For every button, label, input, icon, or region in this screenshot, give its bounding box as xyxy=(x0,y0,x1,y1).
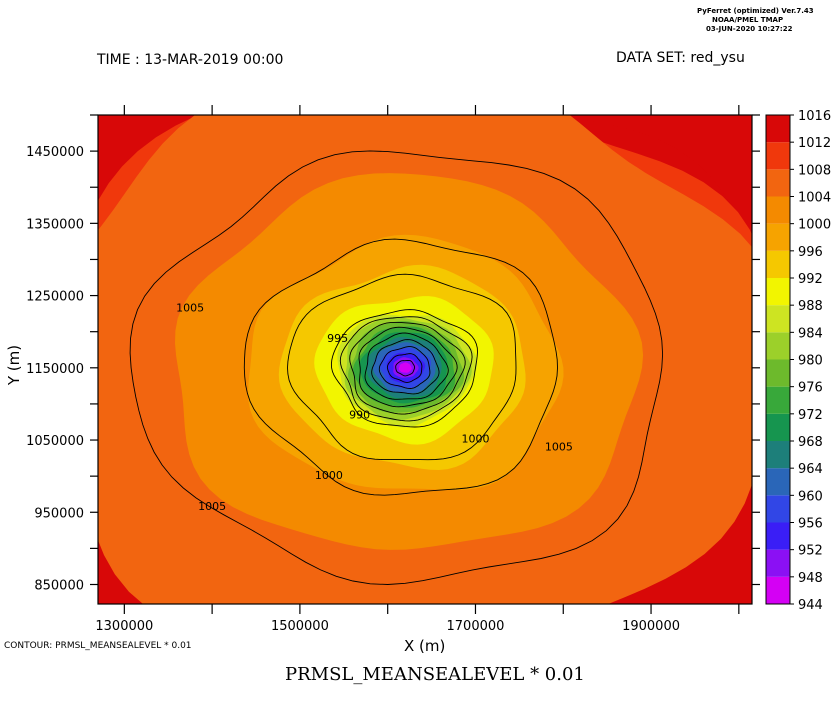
colorbar: 944 948 952 956 960 964 968 972 976 980 984 988 992 9… xyxy=(765,109,831,613)
y-axis-label: Y (m) xyxy=(5,344,23,386)
colorbar-swatch-944 xyxy=(766,576,790,604)
colorbar-label: 996 xyxy=(798,245,823,260)
x-axis-label: X (m) xyxy=(404,637,446,655)
colorbar-label: 964 xyxy=(798,462,823,477)
time-label: TIME : 13-MAR-2019 00:00 xyxy=(97,52,284,68)
contour-label: 1000 xyxy=(461,432,489,445)
plot-frame xyxy=(97,114,753,605)
contour-labels: 1005 1005 1005 1000 1000 995 990 xyxy=(176,302,573,514)
colorbar-label: 984 xyxy=(798,326,823,341)
colorbar-label: 1012 xyxy=(798,136,831,151)
colorbar-swatch-980 xyxy=(766,332,790,360)
chart-title: PRMSL_MEANSEALEVEL * 0.01 xyxy=(285,664,585,685)
x-tick-label: 1900000 xyxy=(622,619,680,634)
contour-label: 1005 xyxy=(176,302,204,315)
contour-975 xyxy=(358,326,458,408)
contour-lines xyxy=(129,150,664,585)
contour-label: 1000 xyxy=(315,469,343,482)
contour-970 xyxy=(364,332,449,400)
contour-990 xyxy=(330,309,478,428)
colorbar-swatch-972 xyxy=(766,386,790,414)
y-tick-label: 1350000 xyxy=(26,217,84,232)
contour-965 xyxy=(371,339,440,395)
colorbar-swatch-988 xyxy=(766,278,790,306)
colorbar-label: 1004 xyxy=(798,191,831,206)
contour-1005 xyxy=(129,150,664,585)
contour-995 xyxy=(287,273,517,461)
colorbar-swatch-996 xyxy=(766,223,790,251)
colorbar-swatch-952 xyxy=(766,522,790,550)
colorbar-label: 952 xyxy=(798,544,823,559)
colorbar-swatch-1008 xyxy=(766,142,790,170)
contour-955 xyxy=(386,353,423,383)
colorbar-label: 976 xyxy=(798,381,823,396)
pressure-field xyxy=(98,115,752,604)
colorbar-label: 960 xyxy=(798,489,823,504)
render-date: 03-JUN-2020 10:27:22 xyxy=(706,25,793,33)
contour-label: 990 xyxy=(349,408,370,421)
colorbar-swatch-1012 xyxy=(766,115,790,143)
y-tick-label: 1050000 xyxy=(26,434,84,449)
colorbar-label: 944 xyxy=(798,598,823,613)
colorbar-label: 968 xyxy=(798,435,823,450)
colorbar-label: 1000 xyxy=(798,218,831,233)
software-version: PyFerret (optimized) Ver.7.43 xyxy=(697,7,814,15)
dataset-label: DATA SET: red_ysu xyxy=(616,50,745,66)
contour-label: 995 xyxy=(327,332,348,345)
colorbar-label: 980 xyxy=(798,354,823,369)
software-lab: NOAA/PMEL TMAP xyxy=(712,16,784,24)
colorbar-label: 972 xyxy=(798,408,823,423)
x-tick-label: 1300000 xyxy=(95,619,153,634)
contour-note: CONTOUR: PRMSL_MEANSEALEVEL * 0.01 xyxy=(4,641,192,651)
colorbar-swatch-1004 xyxy=(766,169,790,197)
colorbar-label: 1016 xyxy=(798,109,831,124)
y-tick-label: 1250000 xyxy=(26,290,84,305)
colorbar-swatch-1000 xyxy=(766,196,790,224)
contour-950 xyxy=(395,359,416,377)
colorbar-swatch-976 xyxy=(766,359,790,387)
axes: 1300000 1500000 1700000 1900000 850000 950000… xyxy=(26,105,760,634)
x-tick-label: 1500000 xyxy=(271,619,329,634)
y-tick-label: 950000 xyxy=(34,506,84,521)
colorbar-label: 948 xyxy=(798,571,823,586)
contour-980 xyxy=(349,321,466,415)
contour-label: 1005 xyxy=(545,440,573,453)
contour-960 xyxy=(378,346,431,389)
colorbar-label: 992 xyxy=(798,272,823,287)
colorbar-label: 1008 xyxy=(798,163,831,178)
colorbar-swatch-960 xyxy=(766,468,790,496)
colorbar-label: 988 xyxy=(798,299,823,314)
colorbar-swatch-964 xyxy=(766,441,790,469)
colorbar-label: 956 xyxy=(798,517,823,532)
contour-985 xyxy=(339,316,473,422)
x-tick-label: 1700000 xyxy=(447,619,505,634)
contour-1000 xyxy=(243,238,558,496)
y-tick-label: 1150000 xyxy=(26,362,84,377)
field-band-944 xyxy=(398,362,412,373)
colorbar-swatch-948 xyxy=(766,549,790,577)
colorbar-swatch-984 xyxy=(766,305,790,333)
contour-label: 1005 xyxy=(198,500,226,513)
colorbar-swatch-968 xyxy=(766,413,790,441)
colorbar-swatch-992 xyxy=(766,250,790,278)
y-tick-label: 850000 xyxy=(34,578,84,593)
y-tick-label: 1450000 xyxy=(26,145,84,160)
colorbar-swatch-956 xyxy=(766,495,790,523)
